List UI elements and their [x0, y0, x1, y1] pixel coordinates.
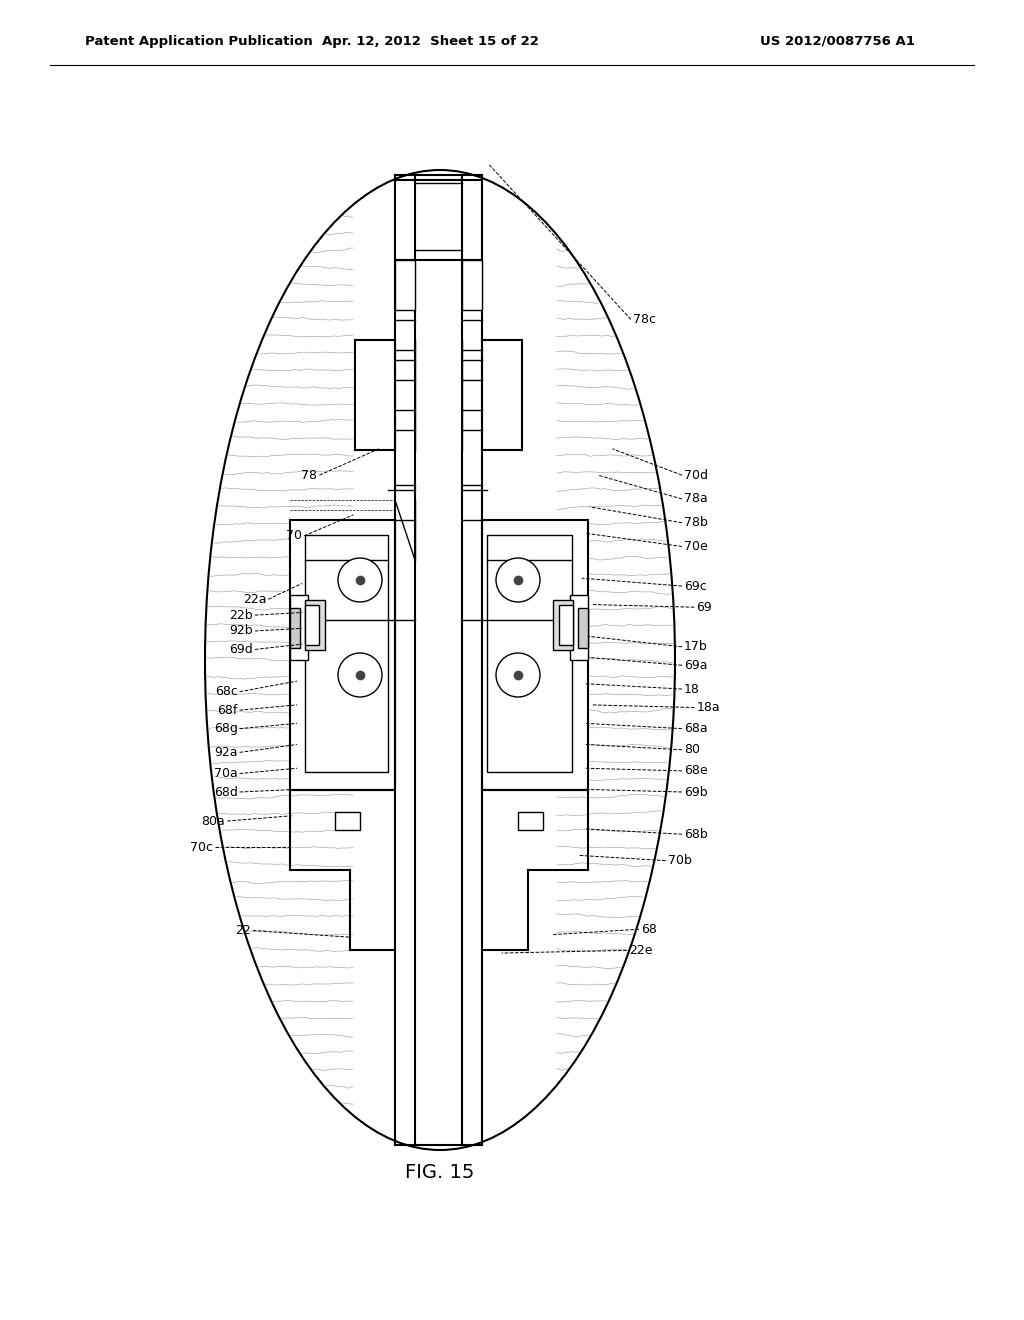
Bar [578, 609, 588, 648]
Text: 70a: 70a [214, 767, 238, 780]
Text: Apr. 12, 2012  Sheet 15 of 22: Apr. 12, 2012 Sheet 15 of 22 [322, 36, 539, 48]
Text: US 2012/0087756 A1: US 2012/0087756 A1 [760, 36, 914, 48]
Text: 92b: 92b [229, 624, 253, 638]
Text: 80a: 80a [202, 814, 225, 828]
Bar [290, 595, 308, 660]
Text: 78a: 78a [684, 492, 708, 506]
Bar [553, 601, 573, 649]
Bar [395, 260, 415, 310]
Text: 68c: 68c [215, 685, 238, 698]
Bar [305, 601, 325, 649]
Text: 70e: 70e [684, 540, 708, 553]
Circle shape [496, 558, 540, 602]
Bar [482, 520, 588, 789]
Bar [518, 812, 543, 830]
Text: FIG. 15: FIG. 15 [406, 1163, 475, 1181]
Text: 78b: 78b [684, 516, 708, 529]
Text: 68d: 68d [214, 785, 238, 799]
Text: 68f: 68f [217, 704, 238, 717]
Text: 70: 70 [286, 529, 302, 543]
Circle shape [338, 653, 382, 697]
Text: 78c: 78c [633, 313, 655, 326]
Text: 17b: 17b [684, 640, 708, 653]
Circle shape [496, 653, 540, 697]
Text: 70c: 70c [190, 841, 213, 854]
Text: 18a: 18a [696, 701, 720, 714]
Text: 70d: 70d [684, 469, 708, 482]
Bar [335, 812, 360, 830]
Circle shape [338, 558, 382, 602]
Text: 80: 80 [684, 743, 700, 756]
Text: 69c: 69c [684, 579, 707, 593]
Bar [487, 535, 572, 772]
Text: 18: 18 [684, 682, 700, 696]
Text: 68e: 68e [684, 764, 708, 777]
Text: 69d: 69d [229, 643, 253, 656]
Text: 22a: 22a [243, 593, 266, 606]
Text: 69: 69 [696, 601, 712, 614]
Bar [570, 595, 588, 660]
Text: 70b: 70b [668, 854, 691, 867]
Text: 68a: 68a [684, 722, 708, 735]
Text: Patent Application Publication: Patent Application Publication [85, 36, 312, 48]
Text: 22b: 22b [229, 609, 253, 622]
Text: 68g: 68g [214, 722, 238, 735]
Text: 22e: 22e [629, 944, 652, 957]
Text: 68b: 68b [684, 828, 708, 841]
Text: 69a: 69a [684, 659, 708, 672]
Text: 68: 68 [641, 923, 657, 936]
Text: 92a: 92a [214, 746, 238, 759]
Bar [305, 605, 319, 645]
Bar [305, 535, 388, 772]
Text: 69b: 69b [684, 785, 708, 799]
Text: 22: 22 [236, 924, 251, 937]
Bar [462, 260, 482, 310]
Bar [290, 520, 395, 789]
Text: 78: 78 [301, 469, 317, 482]
Bar [290, 609, 300, 648]
Bar [559, 605, 573, 645]
